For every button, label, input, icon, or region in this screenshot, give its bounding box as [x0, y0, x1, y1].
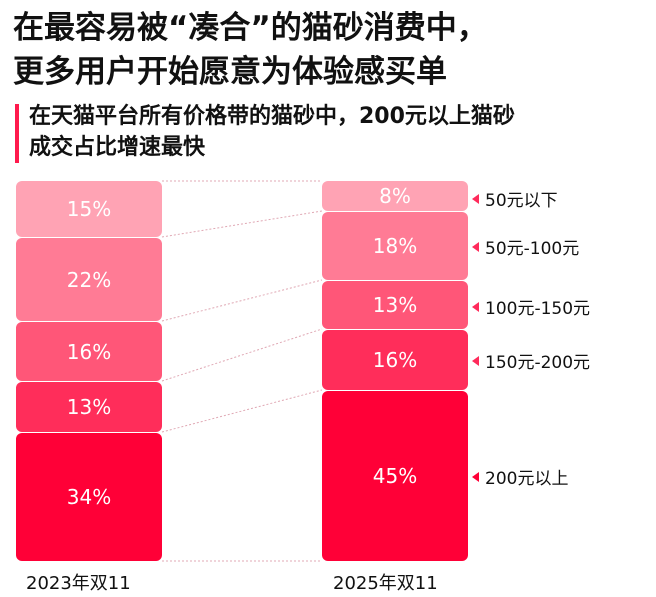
- segment-2023-200-above: 34%: [16, 433, 162, 561]
- segment-2023-50-below: 15%: [16, 181, 162, 237]
- legend-item-50-100: 50元-100元: [472, 234, 579, 259]
- headline-line-1: 在最容易被“凑合”的猫砂消费中，: [13, 10, 488, 46]
- segment-2023-100-150: 16%: [16, 322, 162, 381]
- subtitle-line-2: 成交占比增速最快: [29, 135, 206, 160]
- legend-item-50-below: 50元以下: [472, 186, 558, 211]
- segment-2025-200-above: 45%: [322, 391, 468, 561]
- accent-bar: [15, 104, 19, 163]
- segment-2023-50-100: 22%: [16, 238, 162, 321]
- segment-2025-50-below: 8%: [322, 181, 468, 211]
- pointer-triangle-icon: [472, 471, 479, 482]
- pointer-triangle-icon: [472, 355, 479, 366]
- pointer-triangle-icon: [472, 241, 479, 252]
- legend-item-200-above: 200元以上: [472, 464, 568, 489]
- segment-2025-50-100: 18%: [322, 212, 468, 280]
- subtitle-line-1: 在天猫平台所有价格带的猫砂中，200元以上猫砂: [29, 104, 515, 129]
- segment-2023-150-200: 13%: [16, 382, 162, 432]
- x-label-2023: 2023年双11: [26, 573, 131, 594]
- headline: 在最容易被“凑合”的猫砂消费中， 更多用户开始愿意为体验感买单: [13, 6, 488, 94]
- segment-2025-150-200: 16%: [322, 330, 468, 390]
- pointer-triangle-icon: [472, 301, 479, 312]
- x-label-2025: 2025年双11: [333, 573, 438, 594]
- segment-2025-100-150: 13%: [322, 281, 468, 329]
- headline-line-2: 更多用户开始愿意为体验感买单: [13, 54, 447, 90]
- pointer-triangle-icon: [472, 193, 479, 204]
- legend-item-150-200: 150元-200元: [472, 348, 590, 373]
- legend-item-100-150: 100元-150元: [472, 294, 590, 319]
